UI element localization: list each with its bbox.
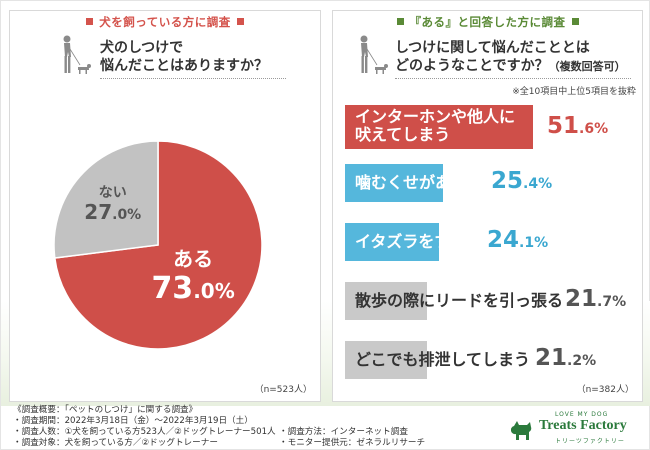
right-question-line2-wrap: どのようなことですか？（複数回答可） — [395, 57, 626, 76]
left-n-note: （n=523人） — [254, 385, 312, 395]
pie-value-1: 27.0% — [84, 200, 141, 224]
survey-provider: ・モニター提供元：ゼネラルリサーチ — [279, 438, 426, 448]
bar-value-4: 21.2% — [535, 345, 597, 371]
logo-tagline: LOVE MY DOG — [555, 411, 609, 418]
survey-period: ・調査期間：2022年3月18日（金）〜2022年3月19日（土） — [13, 416, 253, 426]
bar-label-0: インターホンや他人に 吠えてしまう — [355, 108, 515, 144]
bar-label-1: 噛むくせがある — [355, 174, 467, 192]
bar-0 — [345, 105, 533, 149]
logo-name: Treats Factory — [539, 418, 627, 433]
pie-label-0: ある — [173, 247, 213, 271]
bar-label-line: 散歩の際にリードを引っ張る — [355, 291, 564, 310]
bar-label-line: 噛むくせがある — [355, 173, 468, 192]
pie-value-0: 73.0% — [151, 271, 234, 306]
bar-label-line: イタズラをする — [355, 232, 467, 251]
survey-target: ・調査対象：犬を飼っている方／②ドッグトレーナー — [13, 438, 218, 448]
right-question-suffix: （複数回答可） — [548, 60, 626, 73]
bar-label-line: 吠えてしまう — [355, 125, 451, 144]
bar-label-line: インターホンや他人に — [355, 107, 516, 126]
right-question-line2: どのようなことですか？ — [395, 58, 549, 74]
survey-summary: 《調査概要：「ペットのしつけ」に関する調査》 ・調査期間：2022年3月18日（… — [13, 405, 276, 449]
bar-4 — [345, 341, 427, 379]
right-header-text: 『ある』と回答した方に調査 — [409, 15, 566, 29]
survey-summary-2: ・調査方法：インターネット調査 ・モニター提供元：ゼネラルリサーチ — [279, 427, 425, 449]
left-question: 犬のしつけで 悩んだことはありますか？ — [10, 33, 320, 79]
bar-2 — [345, 223, 439, 261]
treats-factory-logo: LOVE MY DOG Treats Factory トリーツファクトリー — [511, 411, 641, 445]
dog-walker-icon — [63, 35, 91, 74]
pie-slice-1 — [53, 140, 159, 259]
right-top-note: ※全10項目中上位5項目を抜粋 — [512, 87, 636, 97]
right-question: しつけに関して悩んだこととは どのようなことですか？（複数回答可） — [333, 33, 642, 79]
dog-walker-icon — [360, 35, 388, 74]
left-panel: 犬を飼っている方に調査 犬のしつけで 悩んだことはありますか？ ある 73.0 — [9, 10, 321, 402]
right-header: 『ある』と回答した方に調査 — [333, 14, 642, 30]
bar-value-3: 21.7% — [565, 286, 627, 312]
right-question-line1: しつけに関して悩んだこととは — [395, 40, 590, 56]
survey-people: ・調査人数：①犬を飼っている方523人／②ドッグトレーナー501人 — [13, 427, 276, 437]
logo-sub: トリーツファクトリー — [555, 438, 625, 445]
left-question-line1: 犬のしつけで — [100, 40, 184, 56]
left-header: 犬を飼っている方に調査 — [10, 14, 320, 30]
square-icon — [236, 18, 244, 25]
bar-label-3: 散歩の際にリードを引っ張る — [355, 292, 563, 310]
square-icon — [571, 18, 579, 25]
survey-title: 《調査概要：「ペットのしつけ」に関する調査》 — [13, 405, 198, 415]
bar-value-1: 25.4% — [491, 168, 553, 194]
bar-label-line: どこでも排泄してしまう — [355, 350, 531, 369]
right-panel: 『ある』と回答した方に調査 しつけに関して悩んだこととは どのようなことですか？… — [332, 10, 643, 402]
bar-1 — [345, 164, 443, 202]
bar-label-2: イタズラをする — [355, 233, 466, 251]
bar-3 — [345, 282, 427, 320]
left-question-line2: 悩んだことはありますか？ — [100, 58, 268, 74]
pie-label-1: ない — [99, 185, 127, 201]
dog-logo-icon — [511, 421, 532, 440]
bar-value-0: 51.6% — [547, 113, 609, 139]
divider — [395, 78, 631, 79]
bar-value-2: 24.1% — [487, 227, 549, 253]
bar-label-4: どこでも排泄してしまう — [355, 351, 530, 369]
square-icon — [396, 18, 404, 25]
survey-method: ・調査方法：インターネット調査 — [279, 427, 408, 437]
square-icon — [86, 18, 94, 25]
left-header-text: 犬を飼っている方に調査 — [99, 15, 231, 29]
right-n-note: （n=382人） — [576, 385, 634, 395]
divider — [100, 78, 286, 79]
